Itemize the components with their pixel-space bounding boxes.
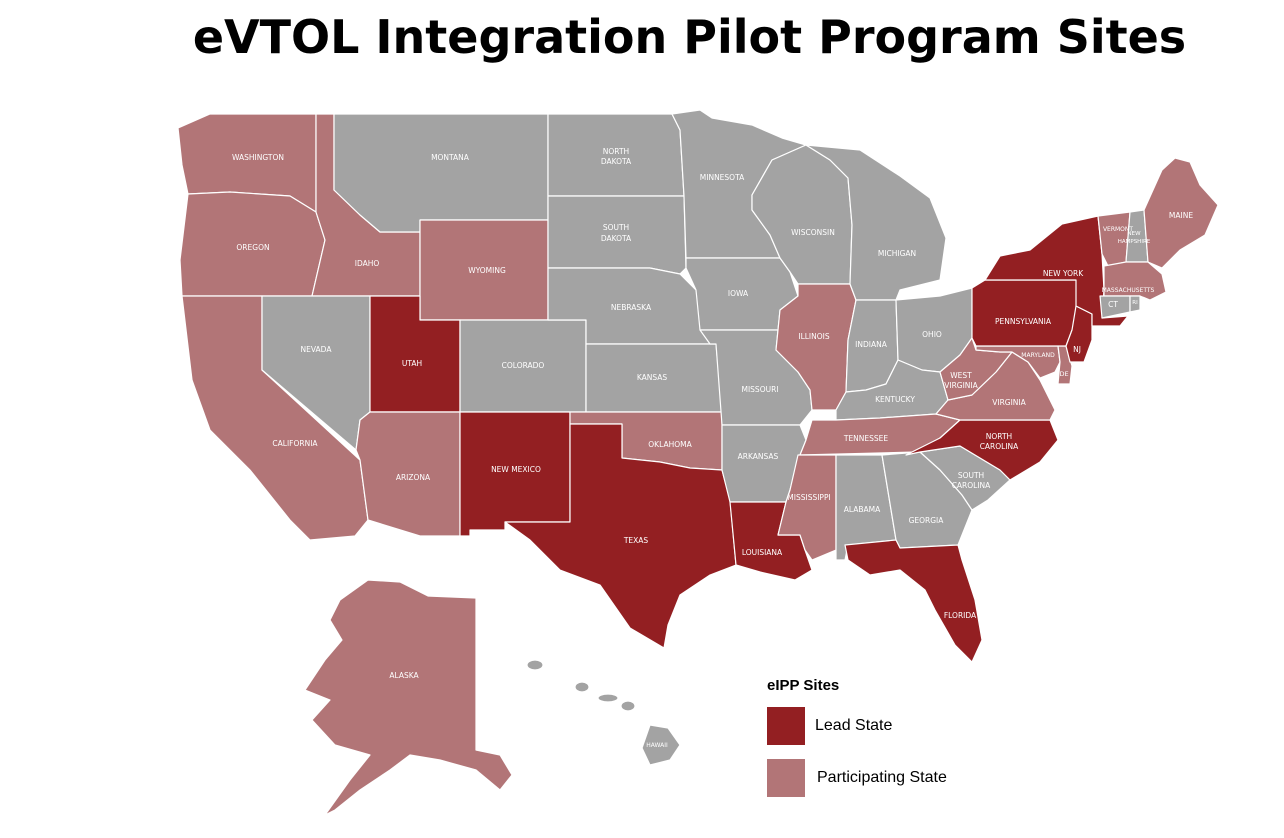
label-west-virginia-1: WEST <box>950 371 972 380</box>
label-maine: MAINE <box>1169 211 1193 220</box>
label-indiana: INDIANA <box>855 340 888 349</box>
state-new-mexico[interactable] <box>459 411 571 537</box>
label-kansas: KANSAS <box>637 373 668 382</box>
state-maine[interactable] <box>1143 157 1219 269</box>
label-mississippi: MISSISSIPPI <box>787 493 830 502</box>
label-north-dakota-2: DAKOTA <box>601 157 632 166</box>
legend-lead-label: Lead State <box>815 717 893 734</box>
label-oregon: OREGON <box>236 243 269 252</box>
label-montana: MONTANA <box>431 153 470 162</box>
label-new-jersey: NJ <box>1073 345 1081 354</box>
label-vermont: VERMONT <box>1103 226 1133 233</box>
label-delaware: DE <box>1059 370 1068 378</box>
label-california: CALIFORNIA <box>272 439 318 448</box>
label-virginia: VIRGINIA <box>992 398 1026 407</box>
label-massachusetts: MASSACHUSETTS <box>1102 287 1155 294</box>
legend-lead-swatch <box>767 707 805 745</box>
state-texas[interactable] <box>504 423 737 649</box>
legend-title: eIPP Sites <box>767 677 840 694</box>
state-michigan[interactable] <box>805 144 947 301</box>
label-hawaii: HAWAII <box>646 742 668 749</box>
label-missouri: MISSOURI <box>741 385 778 394</box>
state-rhode-island[interactable] <box>1129 295 1141 313</box>
label-ohio: OHIO <box>922 330 942 339</box>
label-wisconsin: WISCONSIN <box>791 228 835 237</box>
label-michigan: MICHIGAN <box>878 249 916 258</box>
label-colorado: COLORADO <box>502 361 545 370</box>
label-georgia: GEORGIA <box>909 516 945 525</box>
state-labels: WASHINGTON OREGON CALIFORNIA IDAHO NEVAD… <box>232 147 1193 749</box>
legend-lead: Lead State <box>767 707 892 745</box>
label-utah: UTAH <box>402 359 422 368</box>
label-north-dakota-1: NORTH <box>603 147 629 156</box>
label-kentucky: KENTUCKY <box>875 395 915 404</box>
label-tennessee: TENNESSEE <box>843 434 889 443</box>
state-florida[interactable] <box>844 539 983 663</box>
state-hawaii[interactable] <box>526 659 681 766</box>
label-nevada: NEVADA <box>301 345 333 354</box>
label-louisiana: LOUISIANA <box>742 548 783 557</box>
label-wyoming: WYOMING <box>468 266 506 275</box>
label-pennsylvania: PENNSYLVANIA <box>995 317 1052 326</box>
label-florida: FLORIDA <box>944 611 977 620</box>
label-texas: TEXAS <box>623 536 649 545</box>
label-illinois: ILLINOIS <box>798 332 830 341</box>
label-connecticut: CT <box>1108 300 1118 309</box>
label-alaska: ALASKA <box>389 671 419 680</box>
label-arizona: ARIZONA <box>396 473 431 482</box>
label-oklahoma: OKLAHOMA <box>648 440 692 449</box>
legend-participating-swatch <box>767 759 805 797</box>
label-new-hampshire-2: HAMPSHIRE <box>1118 239 1151 245</box>
label-south-dakota-2: DAKOTA <box>601 234 632 243</box>
state-alaska[interactable] <box>304 579 513 816</box>
label-minnesota: MINNESOTA <box>700 173 745 182</box>
label-north-carolina-1: NORTH <box>986 432 1012 441</box>
legend-participating: Participating State <box>767 759 947 797</box>
label-west-virginia-2: VIRGINIA <box>944 381 978 390</box>
label-north-carolina-2: CAROLINA <box>980 442 1019 451</box>
legend-participating-label: Participating State <box>817 769 947 786</box>
label-iowa: IOWA <box>728 289 749 298</box>
label-idaho: IDAHO <box>355 259 380 268</box>
label-south-dakota-1: SOUTH <box>603 223 629 232</box>
state-north-carolina[interactable] <box>905 419 1059 481</box>
label-south-carolina-1: SOUTH <box>958 471 984 480</box>
label-arkansas: ARKANSAS <box>738 452 779 461</box>
label-maryland: MARYLAND <box>1021 352 1055 359</box>
label-new-hampshire-1: NEW <box>1127 231 1141 237</box>
label-washington: WASHINGTON <box>232 153 284 162</box>
label-nebraska: NEBRASKA <box>611 303 652 312</box>
state-massachusetts[interactable] <box>1103 261 1167 301</box>
label-south-carolina-2: CAROLINA <box>952 481 991 490</box>
label-new-york: NEW YORK <box>1043 269 1084 278</box>
label-rhode-island: RI <box>1132 300 1138 306</box>
label-alabama: ALABAMA <box>844 505 881 514</box>
label-new-mexico: NEW MEXICO <box>491 465 541 474</box>
map-title: eVTOL Integration Pilot Program Sites <box>192 10 1187 64</box>
state-montana[interactable] <box>333 113 549 233</box>
